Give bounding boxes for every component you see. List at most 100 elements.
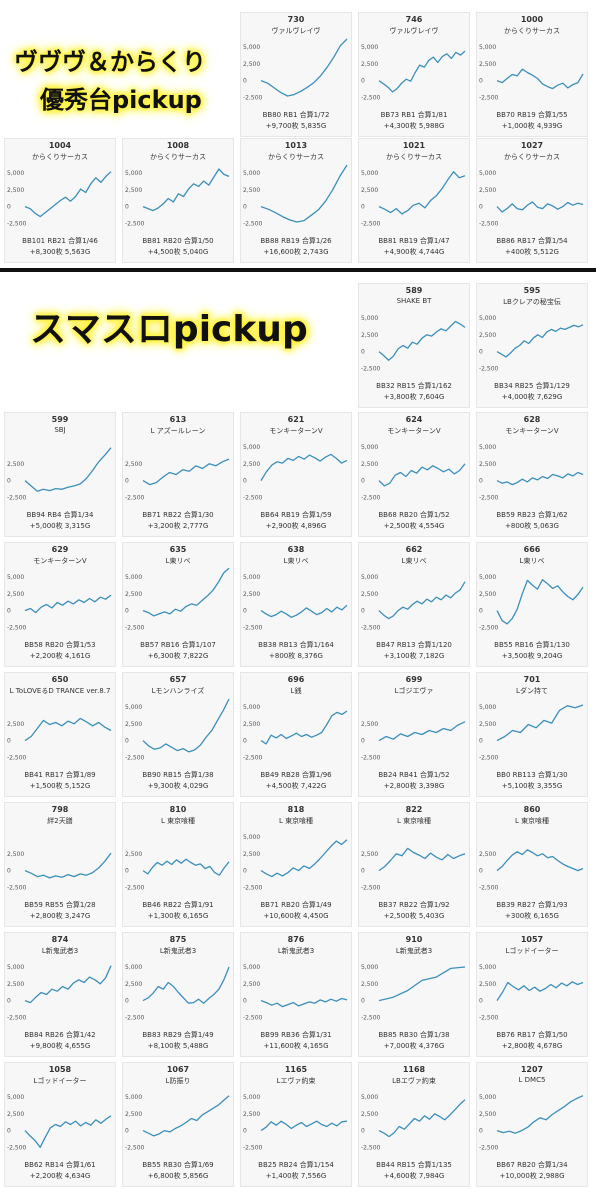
slump-graph: 5,000 2,500 0 -2,500 — [479, 574, 584, 631]
y-tick-label: 5,000 — [7, 1094, 24, 1101]
y-tick-label: 0 — [479, 204, 483, 211]
slump-graph: 5,000 2,500 0 -2,500 — [479, 964, 584, 1021]
slump-graph: 2,500 0 -2,500 — [479, 849, 584, 891]
result-summary: +11,600枚 4,165G — [263, 1042, 329, 1050]
bonus-stats: BB84 RB26 合算1/42 — [24, 1031, 96, 1039]
machine-number: 1000 — [520, 15, 544, 24]
y-tick-label: 2,500 — [479, 461, 496, 468]
y-tick-label: 2,500 — [243, 461, 260, 468]
machine-chart-card: 1168 LBエヴァ約束 5,000 2,500 0 -2,500 BB44 RB15 合算… — [358, 1062, 470, 1187]
machine-number: 650 — [51, 675, 69, 684]
y-tick-label: 2,500 — [7, 187, 24, 194]
series-line — [260, 997, 348, 1008]
result-summary: +2,500枚 5,403G — [383, 912, 445, 920]
y-tick-label: 0 — [125, 738, 129, 745]
machine-name: L アズールレーン — [150, 427, 206, 435]
y-tick-label: -2,500 — [479, 494, 499, 501]
machine-number: 699 — [405, 675, 423, 684]
machine-number: 874 — [51, 935, 69, 944]
machine-chart-card: 810 L 東京喰種 2,500 0 -2,500 BB46 RB22 合算1/91 +1,… — [122, 802, 234, 927]
y-tick-label: 0 — [7, 204, 11, 211]
y-tick-label: 2,500 — [243, 721, 260, 728]
machine-name: L 東京喰種 — [514, 817, 550, 825]
y-tick-label: -2,500 — [243, 1144, 263, 1151]
y-tick-label: 5,000 — [243, 1094, 260, 1101]
slump-graph: 5,000 2,500 0 -2,500 — [479, 170, 584, 227]
series-line — [496, 1095, 584, 1134]
result-summary: +400枚 5,512G — [505, 248, 559, 256]
machine-number: 696 — [287, 675, 305, 684]
machine-number: 818 — [287, 805, 305, 814]
machine-name: L 東京喰種 — [160, 817, 196, 825]
machine-number: 860 — [523, 805, 541, 814]
machine-number: 822 — [405, 805, 423, 814]
y-tick-label: 5,000 — [361, 964, 378, 971]
machine-name: L新鬼武者3 — [159, 947, 197, 955]
result-summary: +8,100枚 5,488G — [147, 1042, 209, 1050]
result-summary: +5,000枚 3,315G — [29, 522, 91, 530]
series-line — [260, 710, 348, 745]
machine-number: 657 — [169, 675, 187, 684]
result-summary: +800枚 5,063G — [505, 522, 559, 530]
bonus-stats: BB67 RB20 合算1/34 — [496, 1161, 568, 1169]
slump-graph: 5,000 2,500 0 -2,500 — [243, 704, 348, 761]
series-line — [24, 1115, 112, 1148]
y-tick-label: 5,000 — [479, 574, 496, 581]
y-tick-label: -2,500 — [125, 494, 145, 501]
slump-graph: 5,000 2,500 0 -2,500 — [361, 964, 466, 1021]
machine-number: 701 — [523, 675, 541, 684]
slump-graph: 2,500 0 -2,500 — [361, 847, 466, 891]
y-tick-label: 2,500 — [361, 461, 378, 468]
y-tick-label: -2,500 — [125, 220, 145, 227]
machine-chart-card: 629 モンキーターンV 5,000 2,500 0 -2,500 BB58 RB20 合算… — [4, 542, 116, 667]
y-tick-label: 2,500 — [479, 981, 496, 988]
series-line — [496, 471, 584, 486]
machine-chart-card: 874 L新鬼武者3 5,000 2,500 0 -2,500 BB84 RB26 合算1/… — [4, 932, 116, 1057]
machine-chart-card: 1008 からくりサーカス 5,000 2,500 0 -2,500 BB81 RB20 合… — [122, 138, 234, 263]
machine-number: 621 — [287, 415, 305, 424]
result-summary: +3,200枚 2,777G — [147, 522, 209, 530]
series-line — [378, 320, 466, 361]
result-summary: +1,500枚 5,152G — [29, 782, 91, 790]
bonus-stats: BB80 RB1 合算1/72 — [262, 111, 330, 119]
machine-name: L新鬼武者3 — [41, 947, 79, 955]
series-line — [260, 38, 348, 97]
machine-number: 730 — [287, 15, 305, 24]
y-tick-label: 2,500 — [7, 461, 24, 468]
y-tick-label: 2,500 — [125, 461, 142, 468]
machine-name: Lモンハンライズ — [151, 687, 205, 695]
machine-number: 810 — [169, 805, 187, 814]
machine-name: からくりサーカス — [504, 153, 560, 161]
bonus-stats: BB44 RB15 合算1/135 — [376, 1161, 452, 1169]
machine-chart-card: 1021 からくりサーカス 5,000 2,500 0 -2,500 BB81 RB19 合… — [358, 138, 470, 263]
slump-graph: 2,500 0 -2,500 — [7, 717, 112, 761]
machine-name: SBJ — [54, 426, 66, 434]
slump-graph: 5,000 2,500 0 -2,500 — [479, 1094, 584, 1151]
y-tick-label: 0 — [243, 1128, 247, 1135]
y-tick-label: 0 — [361, 204, 365, 211]
bonus-stats: BB0 RB113 合算1/30 — [496, 771, 568, 779]
y-tick-label: 2,500 — [125, 981, 142, 988]
y-tick-label: 5,000 — [479, 170, 496, 177]
result-summary: +9,300枚 4,029G — [147, 782, 209, 790]
y-tick-label: 5,000 — [243, 44, 260, 51]
series-line — [24, 447, 112, 492]
machine-number: 875 — [169, 935, 187, 944]
y-tick-label: -2,500 — [361, 884, 381, 891]
machine-chart-card: 599 SBJ 2,500 0 -2,500 BB94 RB4 合算1/34 +5,000枚… — [4, 412, 116, 537]
y-tick-label: 0 — [479, 349, 483, 356]
slump-graph: 5,000 2,500 0 -2,500 — [7, 574, 112, 631]
slump-graph: 5,000 2,500 0 -2,500 — [125, 567, 230, 631]
y-tick-label: 0 — [243, 608, 247, 615]
y-tick-label: 2,500 — [125, 187, 142, 194]
bonus-stats: BB64 RB19 合算1/59 — [260, 511, 332, 519]
machine-chart-card: 696 L銭 5,000 2,500 0 -2,500 BB49 RB28 合算1/96 +4… — [240, 672, 352, 797]
machine-number: 613 — [169, 415, 187, 424]
series-line — [24, 965, 112, 1004]
y-tick-label: -2,500 — [479, 1014, 499, 1021]
y-tick-label: 5,000 — [479, 44, 496, 51]
machine-chart-card: 699 Lゴジエヴァ 2,500 0 -2,500 BB24 RB41 合算1/52 +2,… — [358, 672, 470, 797]
y-tick-label: 0 — [243, 868, 247, 875]
machine-chart-card: 1067 L防振り 5,000 2,500 0 -2,500 BB55 RB30 合算1/6… — [122, 1062, 234, 1187]
bonus-stats: BB49 RB28 合算1/96 — [260, 771, 332, 779]
